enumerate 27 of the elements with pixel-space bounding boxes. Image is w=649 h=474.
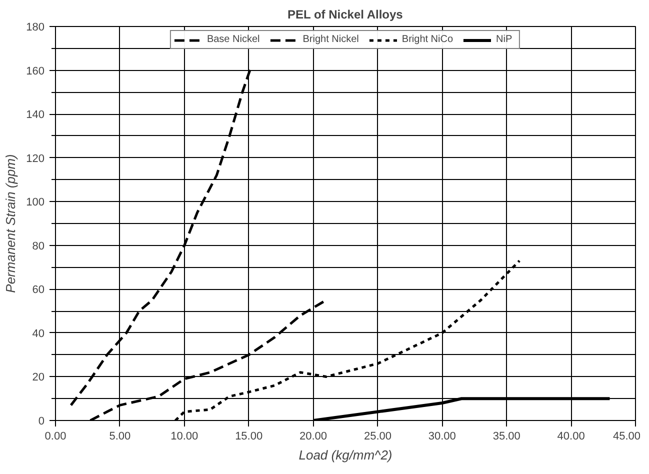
- legend-label: NiP: [496, 34, 514, 45]
- x-axis-title: Load (kg/mm^2): [298, 448, 392, 462]
- x-tick-label: 45.00: [612, 430, 641, 442]
- chart-title: PEL of Nickel Alloys: [287, 8, 404, 22]
- x-tick-label: 25.00: [364, 430, 392, 442]
- y-tick-label: 140: [26, 109, 45, 122]
- legend-label: Bright NiCo: [402, 34, 454, 45]
- y-tick-label: 60: [32, 284, 45, 296]
- y-tick-label: 80: [32, 240, 45, 252]
- x-tick-label: 0.00: [44, 430, 66, 442]
- y-tick-label: 0: [38, 416, 45, 428]
- legend-label: Base Nickel: [206, 34, 260, 45]
- x-tick-label: 10.00: [170, 430, 198, 442]
- legend-label: Bright Nickel: [302, 34, 359, 45]
- x-tick-label: 40.00: [557, 430, 585, 442]
- y-tick-label: 40: [32, 328, 45, 340]
- y-tick-label: 100: [26, 196, 45, 209]
- y-tick-label: 180: [26, 22, 45, 34]
- x-tick-label: 35.00: [492, 430, 520, 442]
- y-tick-label: 120: [26, 152, 45, 165]
- y-tick-label: 20: [32, 372, 45, 384]
- x-tick-label: 20.00: [300, 430, 328, 442]
- x-tick-label: 5.00: [109, 430, 131, 442]
- y-axis-title: Permanent Strain (ppm): [3, 154, 18, 293]
- y-tick-label: 160: [26, 65, 45, 78]
- x-tick-label: 30.00: [428, 430, 456, 442]
- x-tick-label: 15.00: [235, 430, 263, 442]
